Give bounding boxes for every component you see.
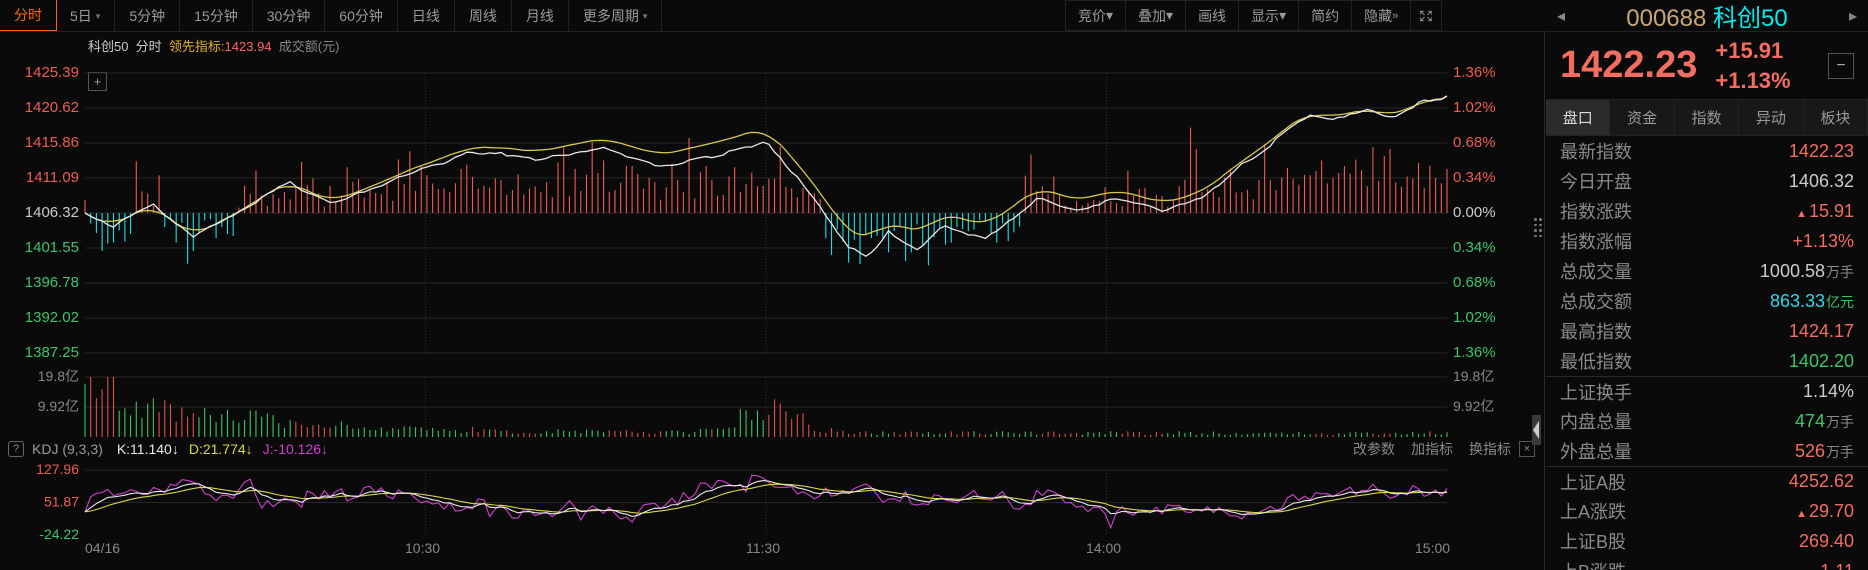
svg-text:0.00%: 0.00% [1453, 204, 1496, 221]
svg-text:1425.39: 1425.39 [25, 64, 79, 81]
svg-text:1411.09: 1411.09 [26, 169, 79, 186]
svg-text:1.36%: 1.36% [1453, 344, 1496, 361]
svg-text:1406.32: 1406.32 [25, 204, 79, 221]
svg-text:0.68%: 0.68% [1453, 274, 1496, 291]
svg-text:0.34%: 0.34% [1453, 239, 1496, 256]
svg-text:19.8亿: 19.8亿 [1453, 368, 1494, 384]
svg-text:1.02%: 1.02% [1453, 309, 1496, 326]
svg-text:1401.55: 1401.55 [25, 239, 79, 256]
svg-text:1396.78: 1396.78 [25, 274, 79, 291]
svg-text:1420.62: 1420.62 [25, 99, 79, 116]
svg-text:9.92亿: 9.92亿 [38, 398, 79, 414]
svg-text:1415.86: 1415.86 [25, 134, 79, 151]
svg-text:1387.25: 1387.25 [25, 344, 79, 361]
svg-text:0.68%: 0.68% [1453, 134, 1496, 151]
svg-text:19.8亿: 19.8亿 [38, 368, 79, 384]
svg-text:1.02%: 1.02% [1453, 99, 1496, 116]
svg-text:1.36%: 1.36% [1453, 64, 1496, 81]
svg-text:51.87: 51.87 [44, 494, 79, 510]
svg-text:127.96: 127.96 [36, 461, 79, 477]
svg-text:0.34%: 0.34% [1453, 169, 1496, 186]
svg-text:1392.02: 1392.02 [25, 309, 79, 326]
svg-text:9.92亿: 9.92亿 [1453, 398, 1494, 414]
